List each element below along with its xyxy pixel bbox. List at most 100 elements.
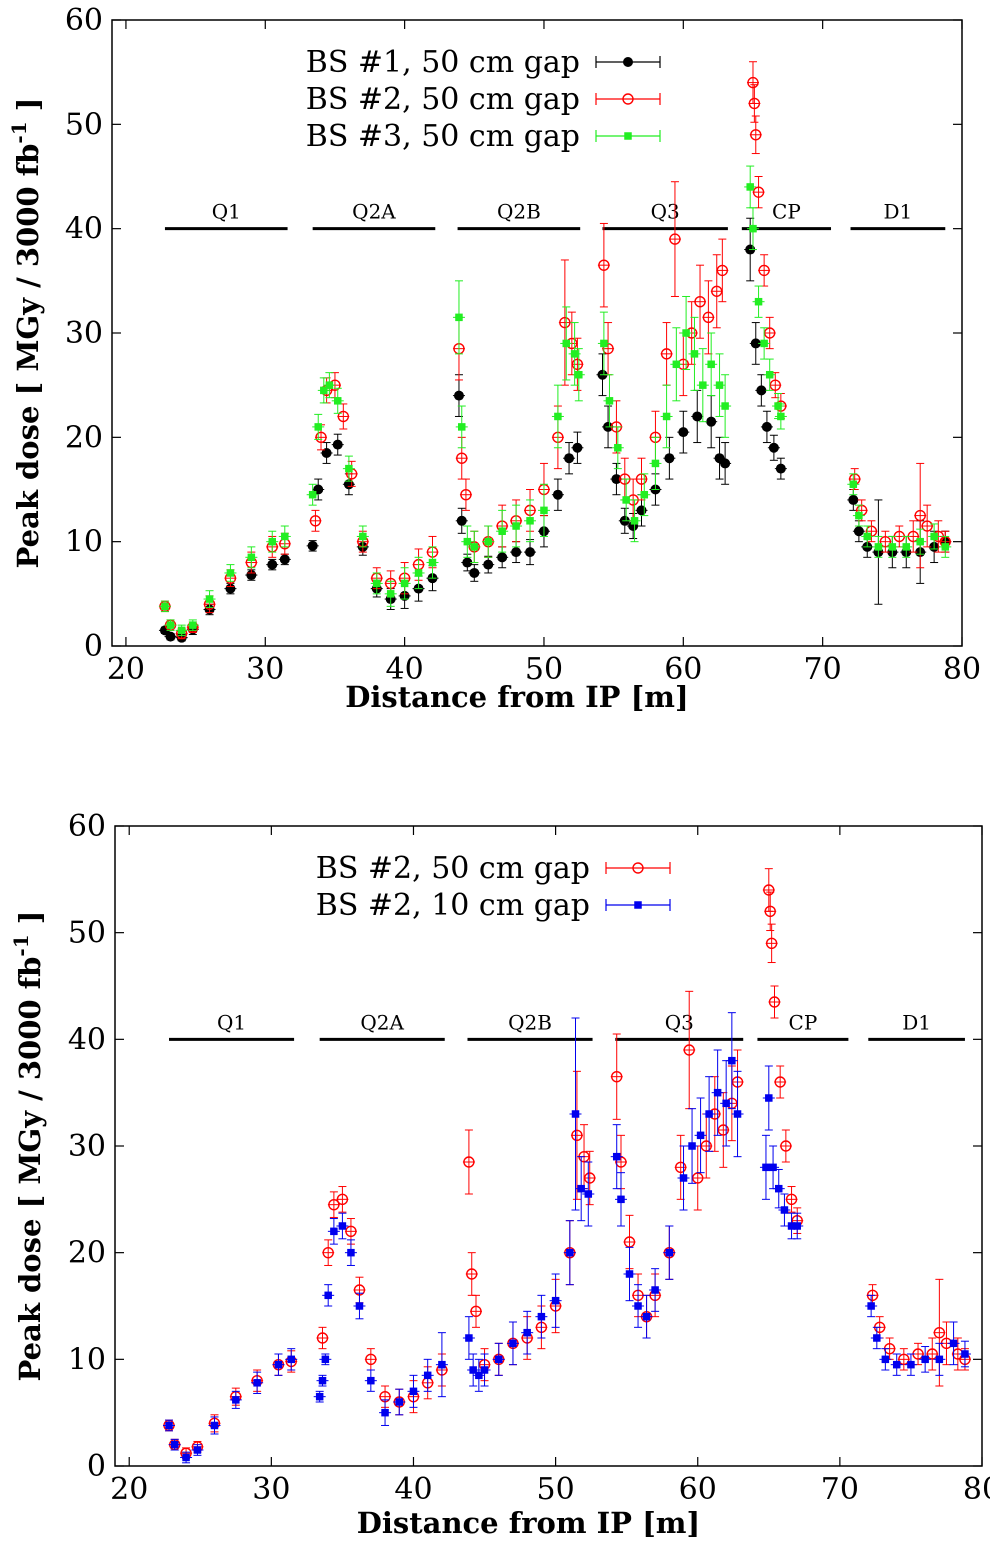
marker — [483, 559, 494, 570]
data-point — [879, 1348, 892, 1371]
magnet-d1: D1 — [850, 200, 946, 231]
magnet-q3: Q3 — [602, 200, 728, 231]
marker — [458, 423, 466, 431]
marker — [469, 1366, 477, 1374]
marker — [469, 567, 480, 578]
marker — [571, 358, 584, 370]
marker — [373, 579, 381, 588]
data-point — [649, 436, 662, 490]
marker — [177, 626, 186, 635]
legend-entry-bs-3-50-cm-gap: BS #3, 50 cm gap — [306, 119, 661, 154]
data-point — [384, 580, 397, 607]
marker — [777, 412, 785, 421]
marker — [551, 1296, 560, 1305]
data-point — [524, 499, 537, 543]
data-point — [203, 590, 216, 608]
data-point — [272, 1353, 285, 1376]
marker — [614, 444, 622, 452]
data-point — [309, 509, 322, 532]
data-point — [435, 1332, 448, 1398]
data-point — [461, 525, 474, 558]
marker — [253, 1379, 261, 1387]
marker — [682, 329, 690, 337]
marker — [760, 339, 768, 348]
marker — [365, 1353, 377, 1366]
marker — [308, 490, 317, 499]
marker — [780, 1206, 789, 1214]
marker — [281, 532, 289, 541]
marker — [688, 1142, 696, 1150]
data-point — [331, 433, 344, 456]
data-point — [336, 1212, 349, 1240]
data-point — [763, 316, 776, 350]
data-point — [168, 1438, 181, 1451]
marker — [322, 1246, 334, 1259]
marker — [456, 452, 468, 464]
marker — [706, 416, 717, 427]
marker — [916, 537, 924, 546]
marker — [941, 543, 950, 551]
data-point — [342, 455, 355, 482]
marker — [540, 506, 548, 515]
marker — [892, 1360, 901, 1369]
data-point — [774, 1065, 787, 1099]
marker — [347, 1248, 355, 1257]
marker — [566, 1248, 574, 1257]
data-point — [872, 535, 885, 558]
x-tick-label: 50 — [537, 1472, 575, 1507]
marker — [307, 540, 318, 551]
data-point — [370, 572, 383, 595]
marker — [907, 1360, 915, 1369]
data-point — [492, 1342, 505, 1376]
marker — [881, 1355, 890, 1364]
marker — [509, 1339, 517, 1348]
marker — [330, 1227, 338, 1236]
marker — [758, 264, 770, 277]
series-bs-1-50-cm-gap — [158, 217, 952, 643]
marker — [166, 621, 175, 629]
marker — [338, 1222, 347, 1230]
marker — [395, 1398, 404, 1406]
marker — [935, 1355, 944, 1364]
legend-entry-bs-2-50-cm-gap: BS #2, 50 cm gap — [316, 851, 671, 886]
data-point — [426, 546, 439, 579]
marker — [774, 402, 782, 410]
marker — [161, 602, 169, 611]
data-point — [711, 1049, 724, 1136]
data-point — [285, 1348, 298, 1371]
marker — [325, 381, 334, 389]
data-point — [958, 1340, 971, 1368]
marker — [495, 1355, 503, 1364]
data-point — [478, 1353, 491, 1387]
marker — [332, 439, 343, 450]
marker — [728, 1056, 736, 1065]
data-point — [744, 165, 757, 209]
data-point — [610, 1124, 623, 1190]
data-point — [683, 990, 696, 1110]
data-point — [725, 1012, 738, 1110]
data-point — [691, 1145, 704, 1211]
y-tick-label: 30 — [68, 1129, 106, 1164]
y-axis-title-close: ] — [11, 98, 45, 122]
data-point — [768, 985, 781, 1019]
data-point — [191, 1444, 204, 1456]
marker — [345, 464, 353, 473]
data-point — [852, 504, 865, 527]
marker — [694, 296, 706, 308]
magnet-label: Q2A — [360, 1010, 404, 1034]
marker — [465, 1334, 473, 1342]
data-point — [870, 1326, 883, 1350]
data-point — [322, 1239, 335, 1266]
marker — [761, 421, 772, 432]
data-point — [482, 525, 495, 558]
magnet-label: D1 — [902, 1010, 931, 1034]
marker — [715, 381, 724, 389]
legend-entry-bs-1-50-cm-gap: BS #1, 50 cm gap — [306, 45, 661, 80]
data-point — [748, 84, 761, 123]
marker — [888, 543, 897, 551]
data-point — [571, 337, 584, 391]
marker — [462, 557, 473, 568]
y-tick-label: 10 — [65, 525, 103, 560]
data-point — [947, 1321, 960, 1366]
